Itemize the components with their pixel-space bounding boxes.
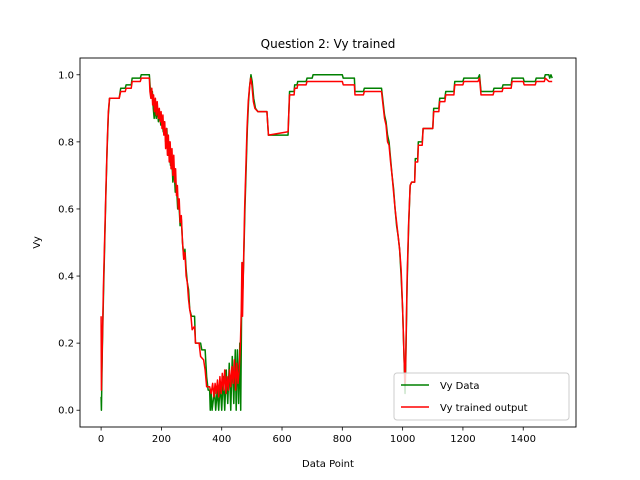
y-axis-label: Vy bbox=[32, 236, 43, 249]
x-axis: 0 200 400 600 800 1000 1200 1400 bbox=[98, 427, 536, 445]
legend-label-vy-trained-output: Vy trained output bbox=[440, 403, 528, 414]
y-tick-label: 0.4 bbox=[58, 272, 74, 283]
x-tick-label: 1000 bbox=[390, 434, 415, 445]
y-tick-label: 1.0 bbox=[58, 70, 74, 81]
y-tick-label: 0.0 bbox=[58, 406, 74, 417]
legend: Vy Data Vy trained output bbox=[393, 372, 570, 421]
x-tick-label: 400 bbox=[212, 434, 231, 445]
legend-label-vy-data: Vy Data bbox=[440, 381, 480, 392]
series-line-vy-trained-output bbox=[100, 77, 553, 398]
y-tick-label: 0.2 bbox=[58, 339, 74, 350]
series-layer bbox=[100, 74, 553, 411]
x-tick-label: 0 bbox=[98, 434, 104, 445]
x-tick-label: 600 bbox=[272, 434, 291, 445]
x-tick-label: 1200 bbox=[450, 434, 475, 445]
y-tick-label: 0.6 bbox=[58, 204, 74, 215]
y-tick-label: 0.8 bbox=[58, 137, 74, 148]
y-axis: 0.0 0.2 0.4 0.6 0.8 1.0 bbox=[58, 70, 80, 417]
x-tick-label: 200 bbox=[152, 434, 171, 445]
x-tick-label: 800 bbox=[333, 434, 352, 445]
legend-frame bbox=[393, 372, 570, 421]
axes-frame bbox=[79, 57, 577, 428]
x-axis-label: Data Point bbox=[302, 459, 354, 470]
x-tick-label: 1400 bbox=[511, 434, 536, 445]
plot-area: 0 200 400 600 800 1000 1200 1400 0.00.20.40.60.… bbox=[58, 57, 577, 445]
chart-title: Question 2: Vy trained bbox=[261, 37, 396, 51]
